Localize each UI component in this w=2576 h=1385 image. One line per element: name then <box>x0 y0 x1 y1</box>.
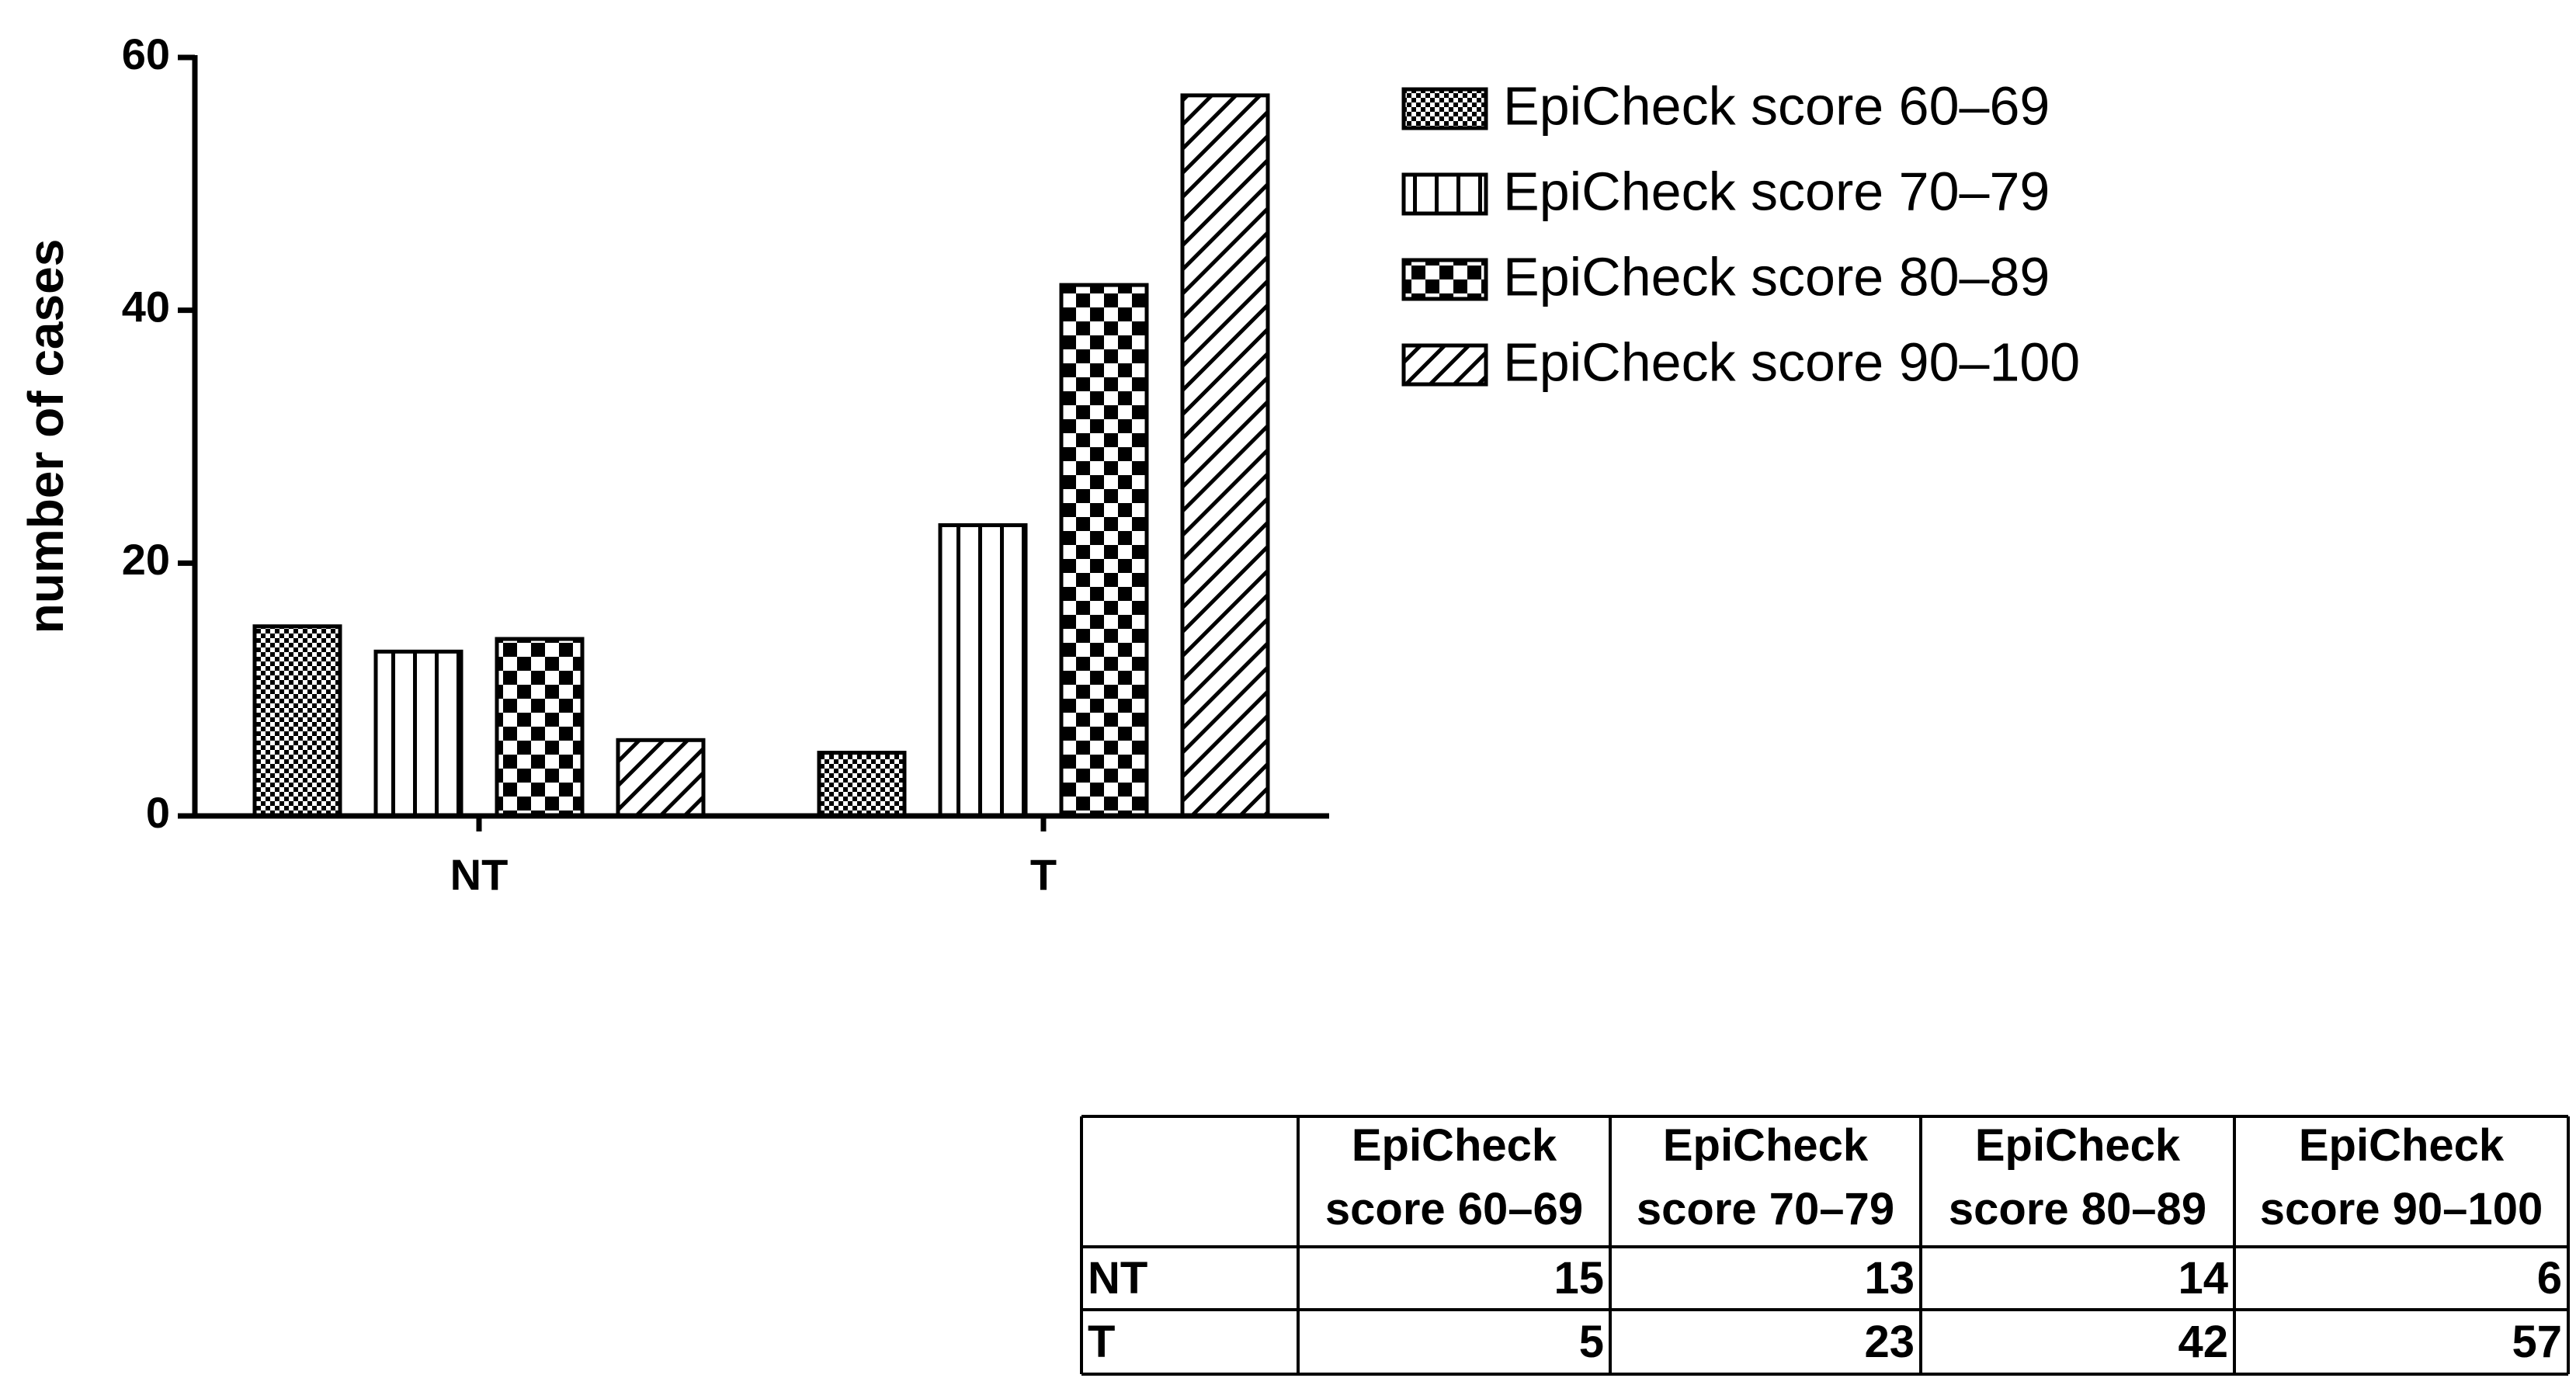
y-tick-label: 20 <box>122 535 170 584</box>
y-tick-label: 0 <box>146 788 170 837</box>
x-tick-label: NT <box>450 850 509 899</box>
table-cell: 13 <box>1864 1253 1915 1303</box>
legend-label: EpiCheck score 70–79 <box>1503 161 2050 221</box>
bar <box>495 637 585 818</box>
table-header: EpiCheck score 70–79 <box>1637 1120 1894 1234</box>
bar <box>252 624 342 818</box>
bar <box>817 751 907 818</box>
bar <box>1059 283 1149 818</box>
y-tick-label: 60 <box>122 30 170 78</box>
legend-label: EpiCheck score 90–100 <box>1503 331 2080 392</box>
table-cell: 23 <box>1864 1317 1915 1367</box>
bar <box>938 522 1028 818</box>
table-row-label: T <box>1088 1317 1115 1367</box>
y-tick-label: 40 <box>122 282 170 331</box>
table-cell: 14 <box>2178 1253 2228 1303</box>
table-header: EpiCheck score 60–69 <box>1325 1120 1583 1234</box>
table-cell: 5 <box>1579 1317 1604 1367</box>
legend-swatch <box>1401 258 1488 301</box>
bar <box>616 738 706 818</box>
legend-swatch <box>1401 87 1488 130</box>
table-header: EpiCheck score 90–100 <box>2260 1120 2543 1234</box>
table-cell: 42 <box>2178 1317 2228 1367</box>
table-cell: 57 <box>2512 1317 2562 1367</box>
legend-label: EpiCheck score 60–69 <box>1503 75 2050 136</box>
table-row-label: NT <box>1088 1253 1147 1303</box>
y-axis-label: number of cases <box>18 239 74 634</box>
table-cell: 15 <box>1554 1253 1604 1303</box>
table-cell: 6 <box>2537 1253 2562 1303</box>
x-tick-label: T <box>1030 850 1057 899</box>
legend-label: EpiCheck score 80–89 <box>1503 246 2050 307</box>
table-header: EpiCheck score 80–89 <box>1949 1120 2206 1234</box>
legend-swatch <box>1401 343 1488 387</box>
bar <box>373 649 463 818</box>
bar <box>1180 93 1270 818</box>
legend-swatch <box>1401 172 1488 216</box>
